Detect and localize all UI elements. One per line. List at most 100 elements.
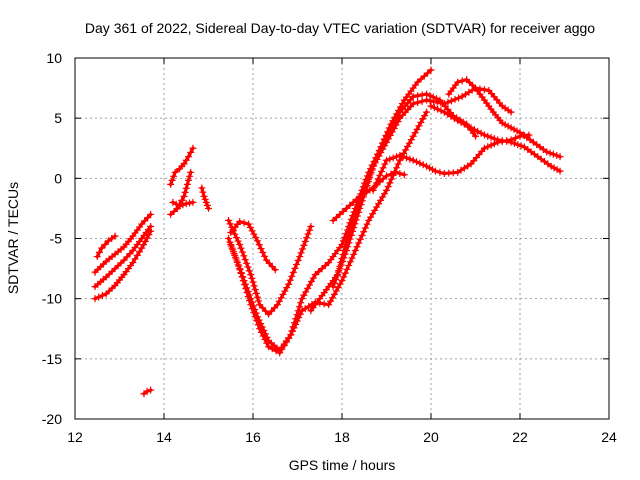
- data-point: [113, 234, 117, 238]
- data-point: [344, 206, 349, 211]
- data-point: [191, 146, 195, 150]
- series-track: [371, 133, 531, 192]
- data-point: [545, 150, 549, 154]
- data-point: [367, 218, 371, 223]
- data-point: [402, 173, 406, 177]
- data-point: [411, 102, 415, 106]
- y-tick-label: -5: [50, 231, 63, 247]
- data-point: [204, 200, 208, 204]
- data-point: [456, 80, 460, 84]
- data-point: [442, 110, 446, 114]
- data-point: [104, 275, 108, 279]
- data-point: [169, 212, 173, 217]
- data-point: [140, 222, 144, 226]
- data-point: [429, 68, 433, 72]
- data-point: [122, 258, 126, 262]
- data-point: [173, 170, 177, 174]
- data-point: [327, 260, 331, 265]
- data-point: [300, 297, 304, 301]
- data-point: [171, 200, 175, 204]
- data-point: [93, 285, 97, 289]
- data-point: [424, 92, 429, 96]
- data-point: [433, 169, 438, 173]
- data-point: [266, 339, 271, 343]
- x-tick-label: 24: [601, 429, 617, 445]
- data-point: [482, 133, 486, 137]
- series-early-2: [91, 222, 155, 291]
- data-point: [331, 218, 335, 223]
- data-point: [186, 155, 191, 159]
- series-late-a: [445, 76, 564, 161]
- data-point: [249, 273, 253, 277]
- data-point: [389, 122, 393, 126]
- data-point: [206, 206, 211, 211]
- data-point: [149, 224, 153, 229]
- data-point: [287, 282, 291, 286]
- data-point: [536, 155, 540, 159]
- series-early-3: [91, 227, 155, 303]
- data-point: [149, 229, 153, 233]
- data-point: [358, 194, 362, 198]
- series-hump-3: [169, 198, 197, 210]
- x-tick-label: 20: [423, 429, 439, 445]
- series-track: [229, 220, 277, 272]
- data-point: [558, 169, 562, 173]
- data-point: [424, 98, 429, 102]
- data-point: [300, 309, 304, 313]
- series-isolated-mid: [198, 184, 212, 212]
- data-point: [509, 110, 513, 114]
- data-point: [246, 222, 251, 226]
- data-point: [447, 92, 451, 96]
- data-point: [491, 110, 495, 114]
- data-point: [469, 162, 473, 166]
- data-point: [340, 279, 344, 283]
- data-point: [95, 254, 99, 259]
- data-point: [353, 248, 357, 253]
- chart-title: Day 361 of 2022, Sidereal Day-to-day VTE…: [85, 20, 595, 36]
- data-point: [460, 94, 464, 99]
- tick-labels: 12 14 16 18 20 22 24 -20 -15 -10 -5 0 5 10: [42, 50, 617, 445]
- data-point: [226, 236, 231, 241]
- data-point: [131, 234, 135, 238]
- data-point: [266, 345, 271, 349]
- x-tick-label: 14: [156, 429, 172, 445]
- data-point: [258, 327, 262, 331]
- data-point: [255, 315, 260, 319]
- data-point: [398, 116, 402, 120]
- data-point: [402, 98, 406, 102]
- data-point: [273, 268, 277, 272]
- data-point: [275, 303, 280, 307]
- data-point: [442, 171, 446, 176]
- data-point: [242, 279, 246, 283]
- data-point: [93, 270, 97, 274]
- data-point: [411, 94, 415, 99]
- data-point: [169, 182, 173, 186]
- data-point: [226, 218, 231, 223]
- data-point: [149, 388, 153, 392]
- data-point: [398, 158, 402, 162]
- data-point: [182, 162, 186, 166]
- data-point: [322, 291, 326, 295]
- data-point: [509, 126, 513, 130]
- data-point: [482, 98, 486, 102]
- data-point: [177, 167, 182, 171]
- data-point: [264, 258, 268, 262]
- data-point: [384, 188, 389, 192]
- data-point: [465, 78, 469, 82]
- data-point: [429, 104, 433, 108]
- data-point: [424, 110, 429, 114]
- data-point: [177, 204, 182, 208]
- y-tick-label: 10: [46, 50, 62, 66]
- data-point: [255, 239, 260, 243]
- data-point: [496, 138, 500, 142]
- data-point: [371, 188, 375, 192]
- data-point: [340, 242, 344, 247]
- data-point: [442, 102, 446, 106]
- data-layer: [91, 66, 564, 398]
- data-point: [331, 285, 335, 289]
- data-point: [140, 246, 144, 250]
- data-point: [258, 303, 262, 307]
- data-point: [411, 134, 415, 138]
- data-point: [93, 297, 97, 301]
- data-point: [549, 164, 553, 168]
